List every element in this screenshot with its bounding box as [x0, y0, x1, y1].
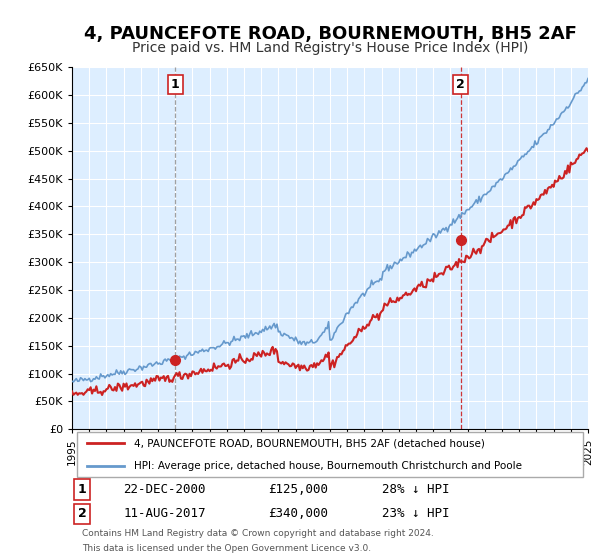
- Text: This data is licensed under the Open Government Licence v3.0.: This data is licensed under the Open Gov…: [82, 544, 371, 553]
- Text: HPI: Average price, detached house, Bournemouth Christchurch and Poole: HPI: Average price, detached house, Bour…: [134, 461, 522, 471]
- Text: 1: 1: [78, 483, 86, 496]
- Text: 28% ↓ HPI: 28% ↓ HPI: [382, 483, 449, 496]
- Text: 22-DEC-2000: 22-DEC-2000: [124, 483, 206, 496]
- Text: £340,000: £340,000: [268, 507, 328, 520]
- Text: 2: 2: [457, 78, 465, 91]
- Text: 2: 2: [78, 507, 86, 520]
- Text: 1: 1: [171, 78, 179, 91]
- Text: 23% ↓ HPI: 23% ↓ HPI: [382, 507, 449, 520]
- Text: £125,000: £125,000: [268, 483, 328, 496]
- Text: Price paid vs. HM Land Registry's House Price Index (HPI): Price paid vs. HM Land Registry's House …: [132, 41, 528, 55]
- Text: 11-AUG-2017: 11-AUG-2017: [124, 507, 206, 520]
- Text: 4, PAUNCEFOTE ROAD, BOURNEMOUTH, BH5 2AF: 4, PAUNCEFOTE ROAD, BOURNEMOUTH, BH5 2AF: [83, 25, 577, 43]
- Text: 4, PAUNCEFOTE ROAD, BOURNEMOUTH, BH5 2AF (detached house): 4, PAUNCEFOTE ROAD, BOURNEMOUTH, BH5 2AF…: [134, 438, 485, 449]
- Text: Contains HM Land Registry data © Crown copyright and database right 2024.: Contains HM Land Registry data © Crown c…: [82, 529, 434, 538]
